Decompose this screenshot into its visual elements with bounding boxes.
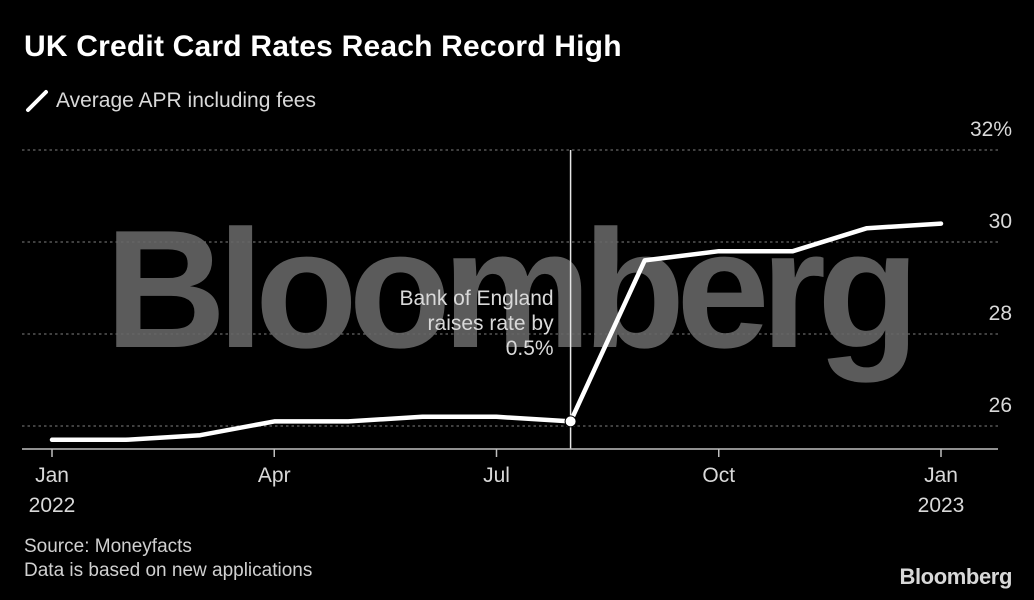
series-line (49, 221, 944, 443)
annotation-text: 0.5% (506, 337, 554, 360)
y-tick-label: 32% (970, 118, 1012, 141)
x-tick-layer: Jan 2022 Apr Jul Oct Jan 2023 (29, 449, 965, 517)
chart-title: UK Credit Card Rates Reach Record High (24, 30, 622, 63)
legend-label: Average APR including fees (56, 89, 316, 112)
footer: Source: Moneyfacts Data is based on new … (24, 535, 312, 583)
y-tick-layer: 26 28 30 32% (970, 118, 1012, 417)
y-tick-label: 26 (989, 394, 1012, 417)
y-tick-label: 30 (989, 210, 1012, 233)
y-tick-label: 28 (989, 302, 1012, 325)
note-text: Data is based on new applications (24, 560, 313, 581)
x-tick-label: Jan (924, 464, 958, 487)
annotation-text: raises rate by (428, 312, 555, 335)
legend: Average APR including fees (24, 88, 316, 114)
x-tick-label: Jul (483, 464, 510, 487)
watermark: Bloomberg (105, 195, 920, 383)
x-tick-label: Oct (702, 464, 735, 487)
bloomberg-logo: Bloomberg (899, 564, 1012, 589)
x-tick-label: Apr (258, 464, 291, 487)
source-text: Source: Moneyfacts (24, 536, 192, 557)
x-tick-sublabel: 2023 (918, 494, 965, 517)
series-layer (49, 221, 944, 443)
legend-line-icon (26, 90, 48, 112)
annotation-text: Bank of England (399, 287, 553, 310)
annotation-marker (564, 415, 577, 428)
x-tick-sublabel: 2022 (29, 494, 76, 517)
x-tick-label: Jan (35, 464, 69, 487)
